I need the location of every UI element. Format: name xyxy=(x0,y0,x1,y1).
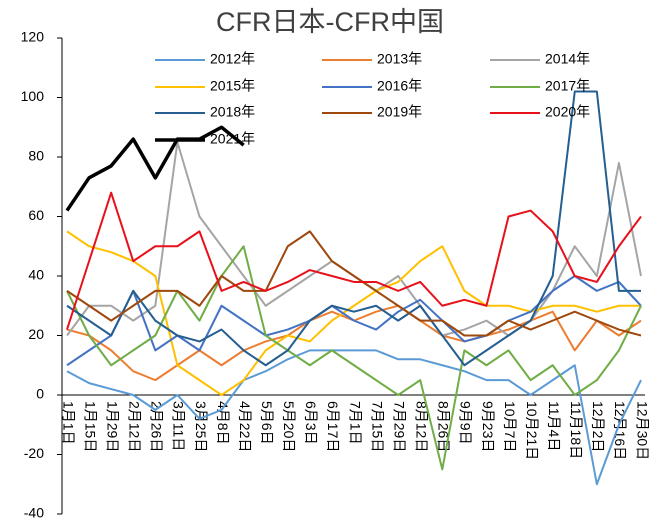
legend-label: 2013年 xyxy=(377,51,422,67)
x-tick-label: 5月20日 xyxy=(281,401,297,452)
legend-label: 2012年 xyxy=(210,51,255,67)
x-tick-label: 9月9日 xyxy=(458,401,474,445)
x-tick-label: 6月17日 xyxy=(325,401,341,452)
x-tick-label: 3月11日 xyxy=(171,401,187,451)
x-tick-label: 3月25日 xyxy=(193,401,209,452)
x-tick-label: 10月21日 xyxy=(524,401,540,460)
legend-label: 2017年 xyxy=(545,78,590,94)
series-line xyxy=(66,90,641,367)
legend-label: 2021年 xyxy=(210,131,255,147)
series-line xyxy=(66,349,642,486)
y-tick-label: 80 xyxy=(28,148,44,164)
series-line xyxy=(66,191,642,330)
x-tick-label: 7月15日 xyxy=(369,401,385,452)
x-tick-label: 12月30日 xyxy=(634,401,650,460)
y-tick-label: 100 xyxy=(21,88,45,104)
y-tick-label: 0 xyxy=(36,386,44,402)
series-line xyxy=(65,125,245,212)
y-tick-label: 120 xyxy=(21,29,45,45)
x-tick-label: 1月29日 xyxy=(104,401,120,452)
x-tick-label: 7月29日 xyxy=(391,401,407,452)
x-tick-label: 4月22日 xyxy=(237,401,253,452)
y-tick-label: 40 xyxy=(28,267,44,283)
x-tick-label: 1月15日 xyxy=(82,401,98,452)
x-tick-label: 12月2日 xyxy=(590,401,606,452)
x-tick-label: 6月3日 xyxy=(303,401,319,445)
y-tick-label: 20 xyxy=(28,326,44,342)
y-tick-label: -20 xyxy=(24,445,44,461)
x-tick-label: 8月26日 xyxy=(436,401,452,452)
legend-label: 2015年 xyxy=(210,78,255,94)
series-line xyxy=(66,275,642,367)
series-line xyxy=(66,230,642,337)
x-tick-label: 11月4日 xyxy=(546,401,562,451)
legend-label: 2014年 xyxy=(545,51,590,67)
legend-label: 2016年 xyxy=(377,78,422,94)
x-tick-label: 10月7日 xyxy=(502,401,518,452)
series-line xyxy=(66,245,642,471)
y-tick-label: -40 xyxy=(24,505,44,521)
x-tick-label: 5月6日 xyxy=(259,401,275,445)
x-tick-label: 2月12日 xyxy=(127,401,143,452)
x-tick-label: 8月12日 xyxy=(414,401,430,452)
legend-label: 2018年 xyxy=(210,104,255,120)
chart-title: CFR日本-CFR中国 xyxy=(216,7,444,37)
x-tick-label: 11月18日 xyxy=(568,401,584,459)
x-tick-label: 9月23日 xyxy=(480,401,496,452)
series-line xyxy=(66,230,641,396)
y-tick-label: 60 xyxy=(28,207,44,223)
x-tick-label: 2月26日 xyxy=(149,401,165,452)
legend-label: 2019年 xyxy=(377,104,422,120)
x-tick-label: 7月1日 xyxy=(347,401,363,445)
legend-label: 2020年 xyxy=(545,104,590,120)
x-tick-label: 1月1日 xyxy=(60,401,76,445)
